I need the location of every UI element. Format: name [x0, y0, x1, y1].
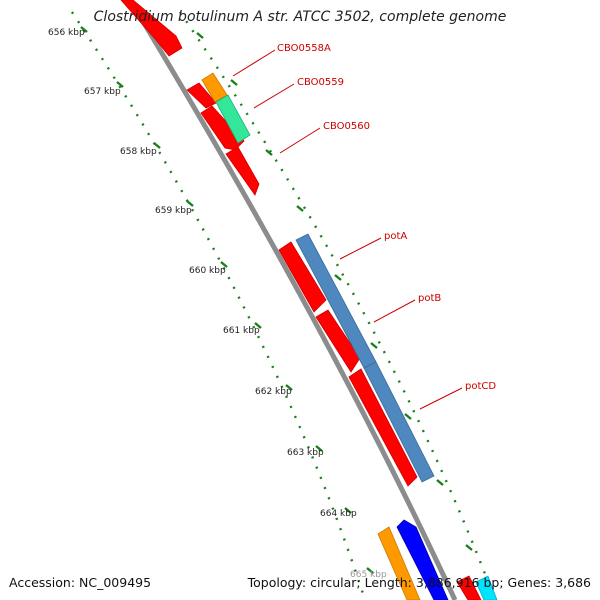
ruler-label: 665 kbp: [350, 570, 387, 580]
forward-track-ticks: [196, 32, 473, 551]
ruler-label: 664 kbp: [320, 509, 357, 519]
gene-label-cbo0560[interactable]: CBO0560: [323, 121, 370, 132]
leader-line: [373, 299, 416, 323]
ruler-label: 663 kbp: [287, 448, 324, 458]
accession-text: Accession: NC_009495: [9, 575, 152, 590]
genome-summary-text: Topology: circular; Length: 3,886,916 bp…: [247, 575, 591, 590]
ruler-tick: [366, 567, 374, 574]
ruler-tick: [116, 81, 124, 88]
cds-cbo0558a[interactable]: [201, 72, 228, 103]
ruler-tick: [285, 384, 293, 391]
cds-reverse-0[interactable]: [120, 0, 183, 57]
ruler-label: 660 kbp: [189, 266, 226, 276]
ruler-tick: [254, 322, 262, 329]
gene-label-pota[interactable]: potA: [384, 231, 407, 242]
ruler-ticks: [80, 26, 374, 574]
ruler-tick: [153, 142, 161, 149]
ruler-tick: [315, 445, 323, 452]
cds-reverse-1[interactable]: [186, 82, 217, 109]
ruler-tick: [220, 261, 228, 268]
leader-line: [419, 387, 463, 410]
forward-track: [179, 11, 497, 600]
ruler-label: 656 kbp: [48, 28, 85, 38]
leader-line: [279, 127, 321, 154]
ruler-label: 658 kbp: [120, 147, 157, 157]
ruler-tick: [186, 200, 194, 207]
cds-cbo0559[interactable]: [215, 94, 251, 144]
ruler-label: 659 kbp: [155, 206, 192, 216]
cds-orange-lower[interactable]: [377, 526, 421, 600]
ruler-label: 657 kbp: [84, 87, 121, 97]
map-title: Clostridium botulinum A str. ATCC 3502, …: [93, 9, 507, 25]
cds-reverse-4[interactable]: [278, 241, 327, 313]
leader-line: [339, 237, 382, 260]
cds-cyan-lower[interactable]: [475, 575, 498, 600]
ruler-label: 661 kbp: [223, 326, 260, 336]
leader-line: [253, 83, 295, 109]
ruler-label: 662 kbp: [255, 387, 292, 397]
gene-label-cbo0559[interactable]: CBO0559: [297, 77, 344, 88]
gene-label-potb[interactable]: potB: [418, 293, 441, 304]
cds-blue-lower[interactable]: [396, 519, 449, 600]
gene-label-potcd[interactable]: potCD: [465, 381, 496, 392]
cds-reverse-7[interactable]: [456, 575, 482, 600]
cds-potb-cd[interactable]: [363, 361, 435, 483]
genome-backbone: [127, 0, 458, 600]
cds-reverse-3[interactable]: [225, 146, 260, 196]
ruler-tick: [344, 507, 352, 514]
leader-line: [232, 49, 276, 77]
gene-label-cbo0558a[interactable]: CBO0558A: [277, 43, 331, 54]
ruler-tick: [80, 26, 88, 33]
cds-reverse-6[interactable]: [348, 368, 418, 487]
cds-reverse-2[interactable]: [200, 105, 245, 151]
